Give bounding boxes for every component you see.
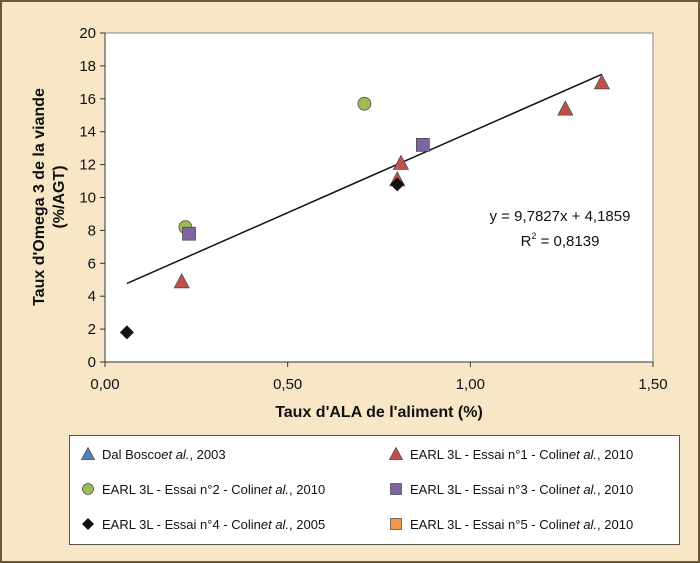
y-axis-label-line: Taux d'Omega 3 de la viande [31,88,48,306]
legend-marker [388,446,404,460]
legend-label-text: Dal Bosco [102,446,162,462]
x-tick-label: 1,00 [456,376,485,393]
y-tick-label: 8 [88,222,96,239]
x-tick-label: 0,00 [90,376,119,393]
circle-marker [82,483,94,495]
legend-item: EARL 3L - Essai n°3 - Colin et al., 2010 [388,479,633,499]
legend-item: EARL 3L - Essai n°5 - Colin et al., 2010 [388,514,633,534]
legend-marker-icon [390,483,402,495]
triangle-marker [80,446,96,460]
legend-marker [82,483,94,495]
legend-label-text: EARL 3L - Essai n°1 - Colin [410,446,569,462]
legend-label-italic: et al. [260,481,290,497]
chart: 0 2 4 6 8 10 12 14 16 18 20 0,00 0,50 1,00 1,50 Taux d'… [31,25,668,421]
x-tick-label: 0,50 [273,376,302,393]
data-point [173,273,190,289]
legend-label-italic: et al. [161,446,190,462]
y-tick-label: 2 [88,321,96,338]
trendline-equation: y = 9,7827x + 4,1859 [490,208,631,225]
x-tick-label: 1,50 [638,376,667,393]
data-point [392,154,410,170]
legend-marker [80,446,96,460]
legend-marker-icon [390,518,402,530]
legend-item: EARL 3L - Essai n°2 - Colin et al., 2010 [80,479,325,499]
legend-label-text: EARL 3L - Essai n°4 - Colin [102,516,261,532]
y-tick-label: 12 [79,157,96,174]
legend-item: EARL 3L - Essai n°4 - Colin et al., 2005 [80,514,325,534]
y-axis-label: Taux d'Omega 3 de la viande (%/AGT) [31,88,68,306]
y-tick-label: 16 [79,91,96,108]
diamond-marker [390,177,405,192]
square-marker [390,518,402,530]
triangle-marker [173,273,190,289]
legend-label-text: EARL 3L - Essai n°2 - Colin [102,481,261,497]
legend-item: EARL 3L - Essai n°1 - Colin et al., 2010 [388,444,633,464]
legend-label-italic: et al. [568,446,598,462]
data-point [390,177,405,192]
legend-label-text: , 2010 [597,446,634,462]
y-tick-label: 10 [79,190,96,207]
legend-marker-icon [80,446,96,460]
y-tick-label: 18 [79,58,96,75]
diamond-marker [119,325,134,340]
circle-marker [357,96,372,111]
diamond-marker [82,518,94,530]
triangle-marker [388,446,404,460]
legend-label-text: , 2010 [597,481,634,497]
legend-marker [390,518,402,530]
y-tick-label: 14 [79,124,96,141]
data-point [357,96,372,111]
y-tick-label: 20 [79,25,96,42]
legend-marker-icon [388,446,404,460]
legend-marker [390,483,402,495]
data-point [415,138,430,152]
legend-label-text: EARL 3L - Essai n°3 - Colin [410,481,569,497]
data-point [593,74,610,90]
legend-marker-icon [82,483,94,495]
legend-label-text: EARL 3L - Essai n°5 - Colin [410,516,569,532]
y-tick-label: 4 [88,288,96,305]
legend-label-text: , 2003 [189,446,226,462]
legend-label-text: , 2010 [597,516,634,532]
legend: Dal Bosco et al., 2003 EARL 3L - Essai n… [69,435,680,545]
legend-label-italic: et al. [568,481,598,497]
triangle-marker [392,154,410,170]
x-axis-label: Taux d'ALA de l'aliment (%) [275,404,483,421]
triangle-marker [593,74,610,90]
data-point [557,100,574,116]
r2-label: R [521,233,532,250]
data-point [182,226,196,241]
square-marker [390,483,402,495]
triangle-marker [557,100,574,116]
y-tick-label: 0 [88,354,96,371]
legend-marker [82,518,94,530]
r2-exponent: 2 [531,231,536,241]
trendline-r2: R2 = 0,8139 [521,231,600,250]
legend-label-italic: et al. [568,516,598,532]
legend-marker-icon [82,518,94,530]
square-marker [182,226,196,241]
plot-area [104,32,654,363]
trendline [126,73,603,285]
r2-value: = 0,8139 [536,233,599,250]
data-point [119,325,134,340]
y-axis-label-line: (%/AGT) [51,165,68,228]
square-marker [415,138,430,152]
legend-label-text: , 2010 [289,481,326,497]
legend-label-text: , 2005 [289,516,326,532]
legend-item: Dal Bosco et al., 2003 [80,444,226,464]
y-tick-label: 6 [88,255,96,272]
legend-label-italic: et al. [260,516,290,532]
